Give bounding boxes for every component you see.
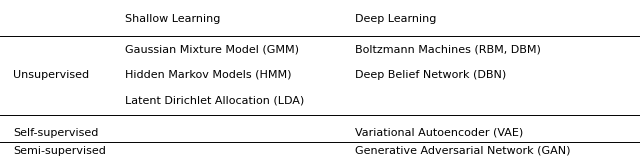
Text: Semi-supervised: Semi-supervised — [13, 146, 106, 156]
Text: Unsupervised: Unsupervised — [13, 70, 89, 80]
Text: Shallow Learning: Shallow Learning — [125, 14, 220, 24]
Text: Latent Dirichlet Allocation (LDA): Latent Dirichlet Allocation (LDA) — [125, 96, 304, 106]
Text: Deep Learning: Deep Learning — [355, 14, 436, 24]
Text: Generative Adversarial Network (GAN): Generative Adversarial Network (GAN) — [355, 146, 571, 156]
Text: Boltzmann Machines (RBM, DBM): Boltzmann Machines (RBM, DBM) — [355, 45, 541, 55]
Text: Deep Belief Network (DBN): Deep Belief Network (DBN) — [355, 70, 506, 80]
Text: Variational Autoencoder (VAE): Variational Autoencoder (VAE) — [355, 128, 524, 138]
Text: Hidden Markov Models (HMM): Hidden Markov Models (HMM) — [125, 70, 291, 80]
Text: Self-supervised: Self-supervised — [13, 128, 98, 138]
Text: Gaussian Mixture Model (GMM): Gaussian Mixture Model (GMM) — [125, 45, 299, 55]
